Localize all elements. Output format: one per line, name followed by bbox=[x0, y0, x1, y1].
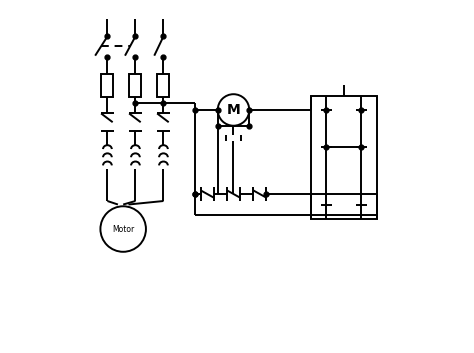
Circle shape bbox=[100, 206, 146, 252]
Bar bbox=[157, 74, 169, 97]
Text: Motor: Motor bbox=[112, 225, 134, 234]
Text: M: M bbox=[227, 103, 240, 117]
Circle shape bbox=[218, 94, 249, 126]
Bar bbox=[310, 96, 377, 219]
Bar bbox=[101, 74, 113, 97]
Bar bbox=[129, 74, 141, 97]
